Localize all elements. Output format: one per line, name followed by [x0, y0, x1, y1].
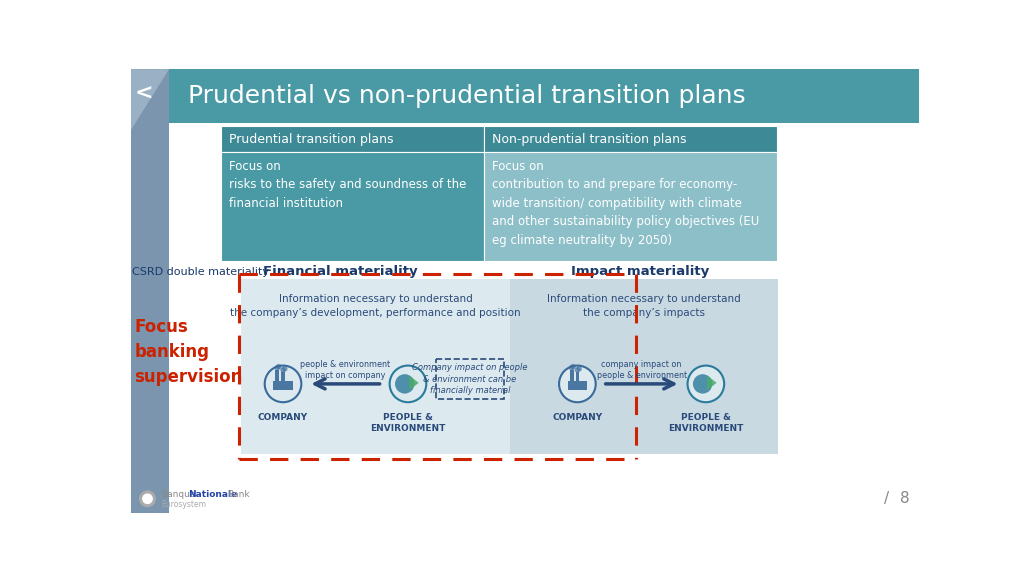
- Circle shape: [276, 365, 281, 369]
- Text: Banque: Banque: [162, 490, 196, 499]
- Circle shape: [693, 374, 713, 393]
- Text: CSRD double materiality: CSRD double materiality: [132, 267, 269, 276]
- Polygon shape: [131, 69, 169, 131]
- Text: Impact materiality: Impact materiality: [571, 265, 710, 278]
- FancyBboxPatch shape: [275, 370, 280, 381]
- FancyBboxPatch shape: [241, 279, 511, 454]
- Circle shape: [264, 366, 301, 402]
- Circle shape: [569, 366, 573, 370]
- Circle shape: [571, 365, 575, 369]
- FancyBboxPatch shape: [483, 152, 777, 261]
- Text: 8: 8: [900, 491, 909, 506]
- Circle shape: [687, 366, 724, 402]
- Text: Financial materiality: Financial materiality: [263, 265, 418, 278]
- Text: Focus on
contribution to and prepare for economy-
wide transition/ compatibility: Focus on contribution to and prepare for…: [492, 160, 759, 247]
- Text: Company impact on people
& environment can be
financially material: Company impact on people & environment c…: [413, 363, 527, 395]
- Circle shape: [142, 494, 153, 504]
- Text: company impact on
people & environment: company impact on people & environment: [597, 360, 687, 380]
- Text: COMPANY: COMPANY: [552, 413, 602, 422]
- Text: Nationale: Nationale: [188, 490, 238, 499]
- Text: Bank: Bank: [226, 490, 250, 499]
- Polygon shape: [131, 69, 169, 513]
- Text: Prudential vs non-prudential transition plans: Prudential vs non-prudential transition …: [188, 84, 745, 108]
- FancyBboxPatch shape: [273, 381, 293, 391]
- Text: PEOPLE &
ENVIRONMENT: PEOPLE & ENVIRONMENT: [669, 413, 743, 433]
- Text: Information necessary to understand
the company’s development, performance and p: Information necessary to understand the …: [230, 294, 521, 318]
- Circle shape: [275, 366, 280, 370]
- FancyBboxPatch shape: [511, 279, 778, 454]
- Circle shape: [395, 374, 415, 393]
- FancyBboxPatch shape: [221, 152, 483, 261]
- FancyBboxPatch shape: [282, 372, 285, 381]
- Text: Information necessary to understand
the company’s impacts: Information necessary to understand the …: [548, 294, 741, 318]
- Text: Focus on
risks to the safety and soundness of the
financial institution: Focus on risks to the safety and soundne…: [229, 160, 467, 210]
- Text: /: /: [884, 491, 889, 506]
- Circle shape: [575, 367, 580, 372]
- Polygon shape: [707, 376, 717, 391]
- Text: Eurosystem: Eurosystem: [162, 499, 207, 509]
- FancyBboxPatch shape: [569, 370, 573, 381]
- Text: Non-prudential transition plans: Non-prudential transition plans: [492, 132, 686, 146]
- Circle shape: [281, 367, 285, 372]
- Polygon shape: [409, 376, 419, 391]
- FancyBboxPatch shape: [575, 372, 579, 381]
- FancyBboxPatch shape: [221, 126, 483, 152]
- FancyBboxPatch shape: [567, 381, 587, 391]
- Text: Focus
banking
supervision: Focus banking supervision: [134, 319, 243, 386]
- Text: <: <: [135, 84, 154, 104]
- Text: PEOPLE &
ENVIRONMENT: PEOPLE & ENVIRONMENT: [371, 413, 445, 433]
- Circle shape: [283, 367, 287, 371]
- Text: people & environment
impact on company: people & environment impact on company: [300, 360, 390, 380]
- Text: COMPANY: COMPANY: [258, 413, 308, 422]
- FancyBboxPatch shape: [483, 126, 777, 152]
- Text: Prudential transition plans: Prudential transition plans: [229, 132, 393, 146]
- Circle shape: [139, 490, 156, 507]
- Circle shape: [577, 367, 582, 371]
- FancyBboxPatch shape: [169, 69, 920, 123]
- Circle shape: [559, 366, 596, 402]
- Circle shape: [389, 366, 426, 402]
